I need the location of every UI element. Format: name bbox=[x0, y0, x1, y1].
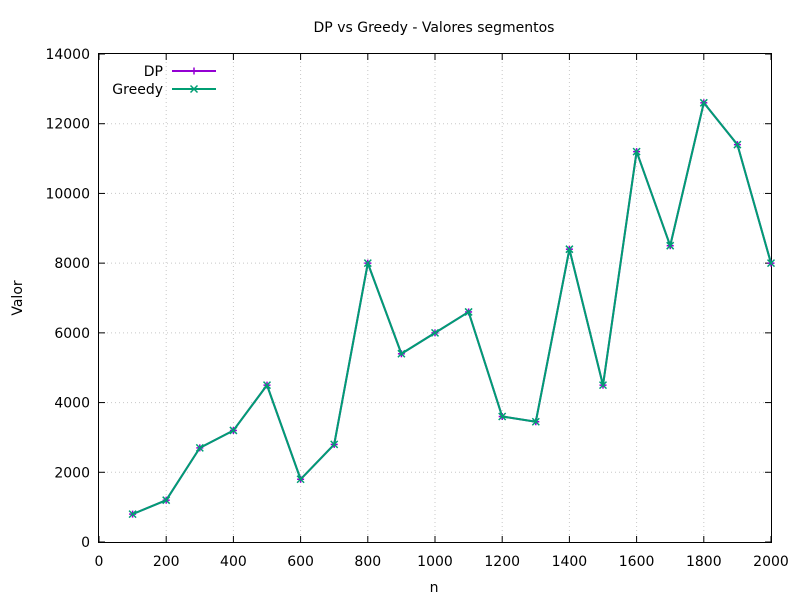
y-tick-label: 6000 bbox=[54, 326, 90, 342]
x-tick-label: 1200 bbox=[484, 554, 520, 570]
y-axis-label: Valor bbox=[10, 280, 26, 316]
x-tick-label: 2000 bbox=[753, 554, 789, 570]
series-line bbox=[132, 101, 772, 516]
data-point bbox=[598, 381, 608, 390]
y-tick-label: 12000 bbox=[45, 117, 90, 133]
grid bbox=[99, 54, 771, 542]
series-greedy bbox=[128, 98, 776, 519]
legend-label: Greedy bbox=[112, 82, 163, 98]
y-tick-label: 4000 bbox=[54, 396, 90, 412]
data-point bbox=[262, 381, 272, 390]
data-point bbox=[531, 417, 540, 426]
x-tick-label: 1600 bbox=[619, 554, 655, 570]
series-layer bbox=[128, 98, 776, 519]
series-dp bbox=[129, 99, 775, 518]
data-point bbox=[565, 245, 574, 254]
data-point bbox=[195, 443, 204, 452]
legend-entry-dp: DP bbox=[144, 64, 216, 80]
data-point bbox=[229, 426, 238, 435]
data-point bbox=[363, 259, 372, 268]
legend-entry-greedy: Greedy bbox=[112, 82, 216, 98]
y-tick-label: 14000 bbox=[45, 47, 90, 63]
data-point bbox=[430, 328, 440, 337]
axis-ticks: 0 200 400 600 800 1000 1200 1400 1600 1800 2000 0 20… bbox=[45, 47, 788, 570]
legend-marker bbox=[190, 67, 198, 75]
data-point bbox=[766, 259, 776, 268]
x-tick-label: 200 bbox=[153, 554, 180, 570]
data-point bbox=[632, 147, 641, 156]
chart-title: DP vs Greedy - Valores segmentos bbox=[314, 20, 555, 36]
y-tick-label: 8000 bbox=[54, 256, 90, 272]
series-line bbox=[132, 101, 772, 516]
data-point bbox=[699, 98, 708, 107]
legend-label: DP bbox=[144, 64, 163, 80]
y-tick-label: 10000 bbox=[45, 186, 90, 202]
x-tick-label: 800 bbox=[354, 554, 381, 570]
data-point bbox=[498, 412, 507, 421]
x-tick-label: 0 bbox=[95, 554, 104, 570]
x-tick-label: 1000 bbox=[417, 554, 453, 570]
y-tick-label: 0 bbox=[81, 535, 90, 551]
data-point bbox=[733, 140, 742, 149]
data-point bbox=[296, 475, 305, 484]
y-tick-label: 2000 bbox=[54, 465, 90, 481]
x-tick-label: 1400 bbox=[552, 554, 588, 570]
data-point bbox=[666, 241, 675, 250]
data-point bbox=[128, 510, 137, 519]
x-tick-label: 1800 bbox=[686, 554, 722, 570]
plot-frame bbox=[98, 53, 772, 543]
legend-marker bbox=[189, 84, 199, 94]
x-tick-label: 400 bbox=[220, 554, 247, 570]
data-point bbox=[162, 496, 171, 505]
x-axis-label: n bbox=[430, 580, 439, 596]
legend: DP Greedy bbox=[112, 64, 216, 98]
data-point bbox=[397, 349, 406, 358]
x-tick-label: 600 bbox=[287, 554, 314, 570]
data-point bbox=[464, 307, 473, 316]
data-point bbox=[330, 440, 339, 449]
